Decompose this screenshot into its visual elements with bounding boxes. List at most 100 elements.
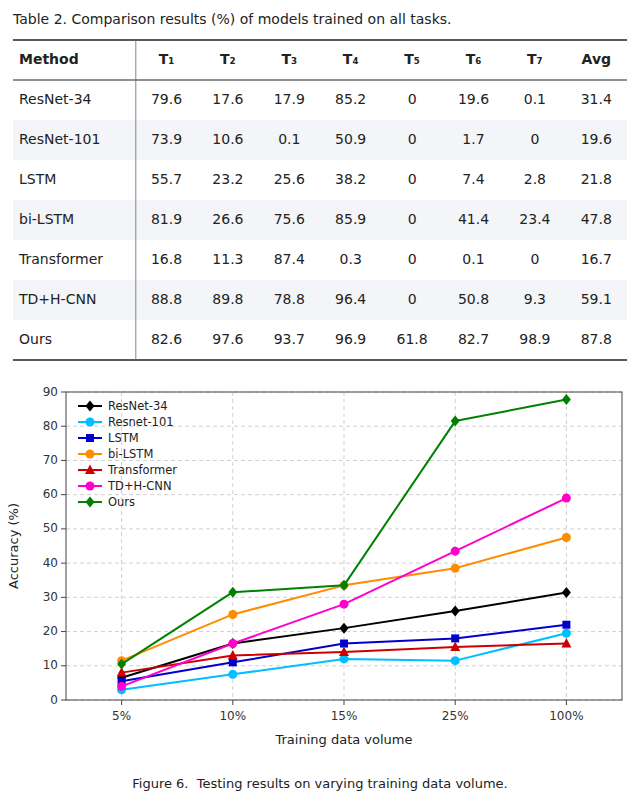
tick-label: 10 [43, 658, 58, 672]
table-cell: 47.8 [581, 211, 612, 227]
point [229, 658, 237, 666]
point [451, 634, 459, 642]
table-cell: 0 [408, 131, 417, 147]
point [450, 641, 460, 651]
tick [61, 597, 66, 598]
table-cell: 82.7 [458, 331, 489, 347]
point [340, 640, 348, 648]
tick-label: 40 [43, 556, 58, 570]
table-cell: 87.8 [581, 331, 612, 347]
table-cell: 87.4 [274, 251, 305, 267]
table-cell: 98.9 [519, 331, 550, 347]
point [228, 610, 237, 619]
legend-marker [86, 482, 95, 491]
point [451, 656, 460, 665]
table-rule [13, 79, 627, 80]
table-header: T₃ [281, 51, 297, 67]
legend-label: Ours [108, 495, 135, 509]
table-header: T₆ [466, 51, 482, 67]
tick-label: 70 [43, 453, 58, 467]
point [451, 564, 460, 573]
table-cell: 61.8 [397, 331, 428, 347]
point [228, 638, 237, 649]
point [562, 629, 571, 638]
table-cell: 59.1 [581, 291, 612, 307]
table-cell: 38.2 [335, 171, 366, 187]
table-cell: 19.6 [581, 131, 612, 147]
legend-marker [86, 401, 95, 412]
table-header: Avg [582, 51, 611, 67]
legend-marker [86, 450, 95, 459]
row-band [13, 120, 627, 160]
caption: Figure 6. Testing results on varying tra… [132, 776, 507, 791]
table-cell: 21.8 [581, 171, 612, 187]
table-cell: 0.3 [340, 251, 362, 267]
tick [61, 460, 66, 461]
table-cell: 75.6 [274, 211, 305, 227]
tick-label: 15% [331, 709, 358, 723]
line-chart: 01020304050607080905%10%15%25%100%Traini… [6, 385, 622, 792]
table-cell: 0 [408, 251, 417, 267]
point [228, 670, 237, 679]
plot-frame [66, 392, 622, 700]
point [562, 494, 571, 503]
table-header: T₅ [404, 51, 420, 67]
table-cell: 96.9 [335, 331, 366, 347]
table-cell: 81.9 [151, 211, 182, 227]
table-cell: 17.9 [274, 91, 305, 107]
tick-label: 20 [43, 624, 58, 638]
row-band [13, 280, 627, 320]
table-cell: 93.7 [274, 331, 305, 347]
tick-label: 50 [43, 521, 58, 535]
tick [61, 426, 66, 427]
table-cell: 23.4 [519, 211, 550, 227]
series-line [122, 593, 567, 678]
legend-label: LSTM [108, 431, 139, 445]
table-header: Method [19, 51, 79, 67]
table-cell: 0.1 [524, 91, 546, 107]
table-cell: 16.8 [151, 251, 182, 267]
point [451, 547, 460, 556]
point [451, 416, 460, 427]
table-cell: 25.6 [274, 171, 305, 187]
legend-marker [86, 418, 95, 427]
tick [61, 392, 66, 393]
point [562, 621, 570, 629]
row-label: Ours [19, 331, 52, 347]
legend-label: Transformer [107, 463, 177, 477]
row-band [13, 200, 627, 240]
legend-label: ResNet-34 [108, 399, 168, 413]
table-cell: 0 [530, 131, 539, 147]
tick [61, 700, 66, 701]
table-rule [13, 39, 627, 41]
table-cell: 26.6 [212, 211, 243, 227]
table-cell: 50.9 [335, 131, 366, 147]
table-cell: 0 [408, 91, 417, 107]
row-label: ResNet-34 [19, 91, 92, 107]
table: Table 2. Comparison results (%) of model… [12, 11, 627, 360]
tick [61, 494, 66, 495]
point [228, 587, 237, 598]
point [339, 647, 349, 657]
row-label: TD+H-CNN [18, 291, 96, 307]
table-cell: 96.4 [335, 291, 366, 307]
table-cell: 88.8 [151, 291, 182, 307]
table-cell: 11.3 [212, 251, 243, 267]
table-header: T₇ [527, 51, 543, 67]
tick [61, 631, 66, 632]
table-cell: 85.9 [335, 211, 366, 227]
tick [455, 700, 456, 705]
tick-label: 25% [442, 709, 469, 723]
table-cell: 9.3 [524, 291, 546, 307]
table-divider [135, 40, 136, 360]
row-label: LSTM [19, 171, 56, 187]
tick [566, 700, 567, 705]
table-header: T₁ [159, 51, 175, 67]
table-cell: 19.6 [458, 91, 489, 107]
table-rule [13, 359, 627, 361]
point [451, 606, 460, 617]
series-group [117, 394, 572, 694]
tick-label: 30 [43, 590, 58, 604]
tick [61, 665, 66, 666]
legend-label: bi-LSTM [108, 447, 153, 461]
